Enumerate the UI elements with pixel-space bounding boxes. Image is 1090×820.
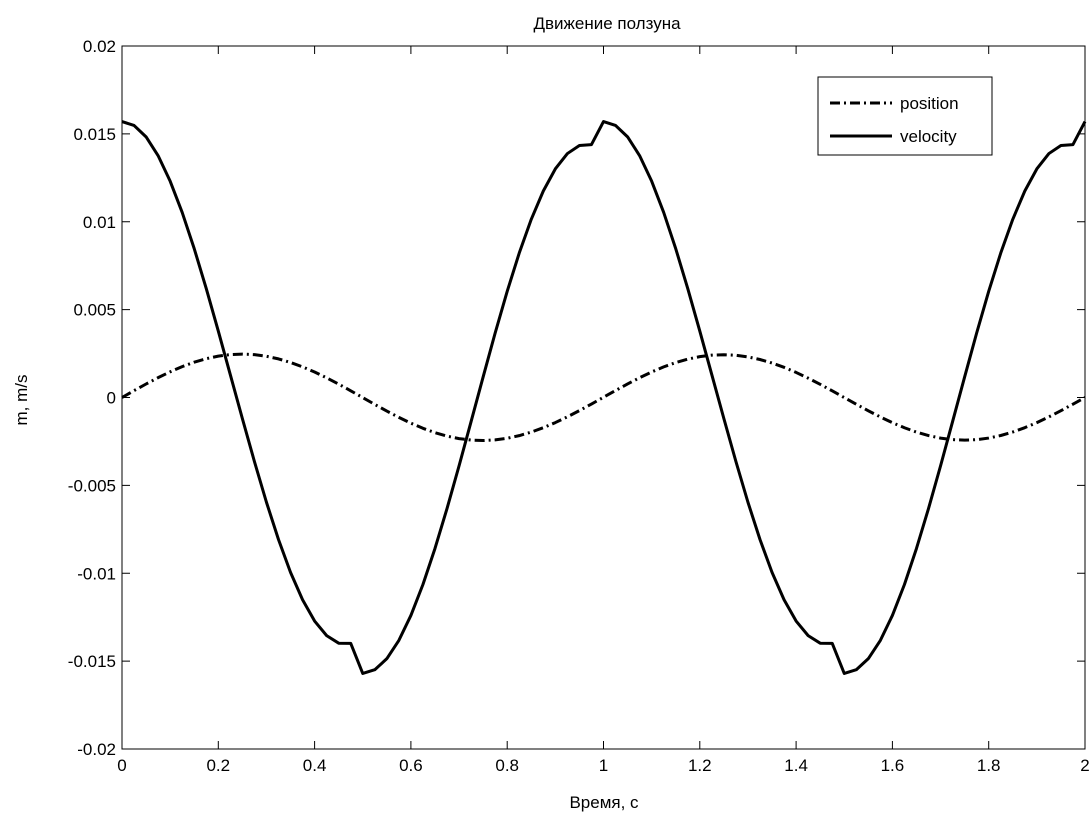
- y-tick-label: 0.015: [73, 125, 116, 144]
- x-tick-label: 1.4: [784, 756, 808, 775]
- y-tick-label: -0.015: [68, 652, 116, 671]
- y-tick-label: 0.02: [83, 37, 116, 56]
- legend-box: [817, 76, 993, 156]
- chart-title: Движение ползуна: [533, 14, 681, 33]
- y-tick-label: 0: [107, 389, 116, 408]
- x-tick-label: 1.6: [881, 756, 905, 775]
- series-line-position: [121, 352, 1086, 443]
- x-tick-label: 0.6: [399, 756, 423, 775]
- x-tick-label: 0: [117, 756, 126, 775]
- x-tick-label: 0.2: [206, 756, 230, 775]
- series-line-velocity: [121, 120, 1087, 675]
- legend-label-position: position: [900, 94, 959, 113]
- y-tick-label: 0.01: [83, 213, 116, 232]
- y-axis-label: m, m/s: [12, 375, 31, 426]
- y-tick-label: -0.005: [68, 476, 116, 495]
- plot-area: 0 0.2 0.4 0.6 0.8 1 1.2 1.4 1.6 1.8 2 -0.02 -0.015 -0…: [68, 37, 1090, 775]
- y-tick-label: -0.01: [77, 564, 116, 583]
- x-axis-label: Время, с: [569, 793, 639, 812]
- x-tick-label: 1.2: [688, 756, 712, 775]
- legend-label-velocity: velocity: [900, 127, 957, 146]
- x-tick-label: 2: [1080, 756, 1089, 775]
- x-tick-label: 0.8: [495, 756, 519, 775]
- x-tick-label: 1: [599, 756, 608, 775]
- axes-box: [121, 45, 1086, 750]
- y-tick-label: -0.02: [77, 740, 116, 759]
- x-tick-label: 0.4: [303, 756, 327, 775]
- x-tick-label: 1.8: [977, 756, 1001, 775]
- y-tick-label: 0.005: [73, 301, 116, 320]
